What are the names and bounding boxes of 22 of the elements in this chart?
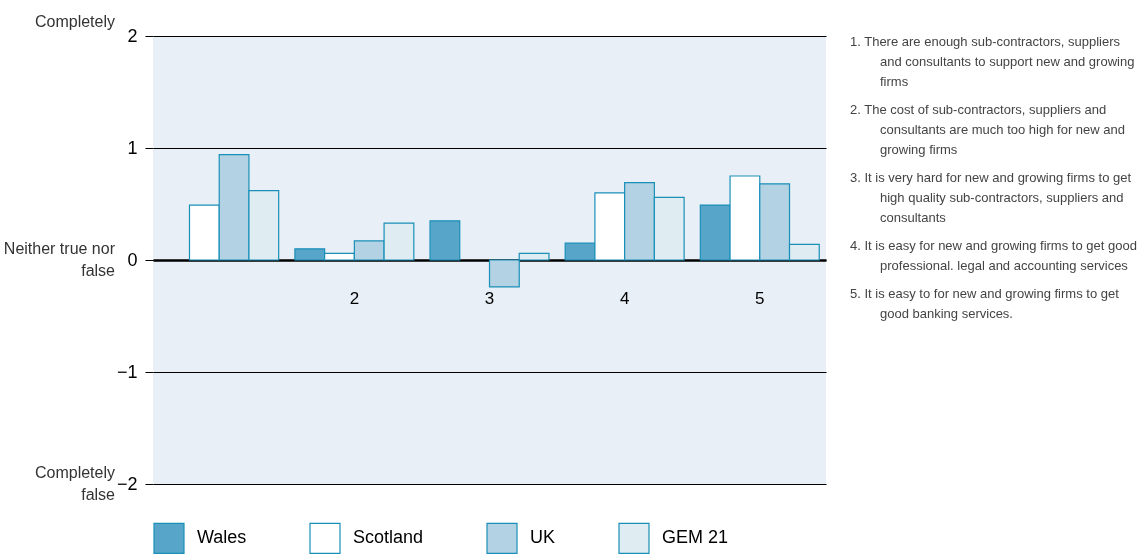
text: 3. It is very hard for new and growing firms to get high quality sub-contractors, suppliers and consultants	[850, 169, 1133, 227]
x-tick-label: 5	[755, 288, 765, 308]
y-tick-label: 2	[127, 25, 138, 46]
text: 5. It is easy to for new and growing firms to get good banking services.	[850, 285, 1120, 323]
legend-label: Scotland	[353, 527, 424, 548]
y-tick-label: −1	[116, 361, 138, 382]
side-label: Completely false	[33, 463, 115, 505]
x-tick-label: 3	[484, 288, 495, 308]
y-tick-label: 1	[127, 137, 138, 158]
legend-label: GEM 21	[662, 527, 729, 548]
y-tick-label: 0	[127, 249, 138, 270]
x-tick-label: 2	[349, 288, 360, 308]
y-tick-label: −2	[116, 473, 138, 494]
legend-label: UK	[530, 527, 556, 548]
text: 4. It is easy for new and growing firms to get good professional. legal and accounting services	[850, 237, 1138, 275]
text: 2. The cost of sub-contractors, suppliers and consultants are much too high for new and growing firms	[850, 101, 1126, 159]
side-label: Neither true nor false	[2, 239, 115, 281]
legend-label: Wales	[197, 527, 247, 548]
side-label: Completely	[33, 12, 115, 32]
x-tick-label: 4	[619, 288, 630, 308]
bar	[429, 220, 461, 261]
text: 1. There are enough sub-contractors, suppliers and consultants to support new and growing firms	[850, 33, 1136, 91]
